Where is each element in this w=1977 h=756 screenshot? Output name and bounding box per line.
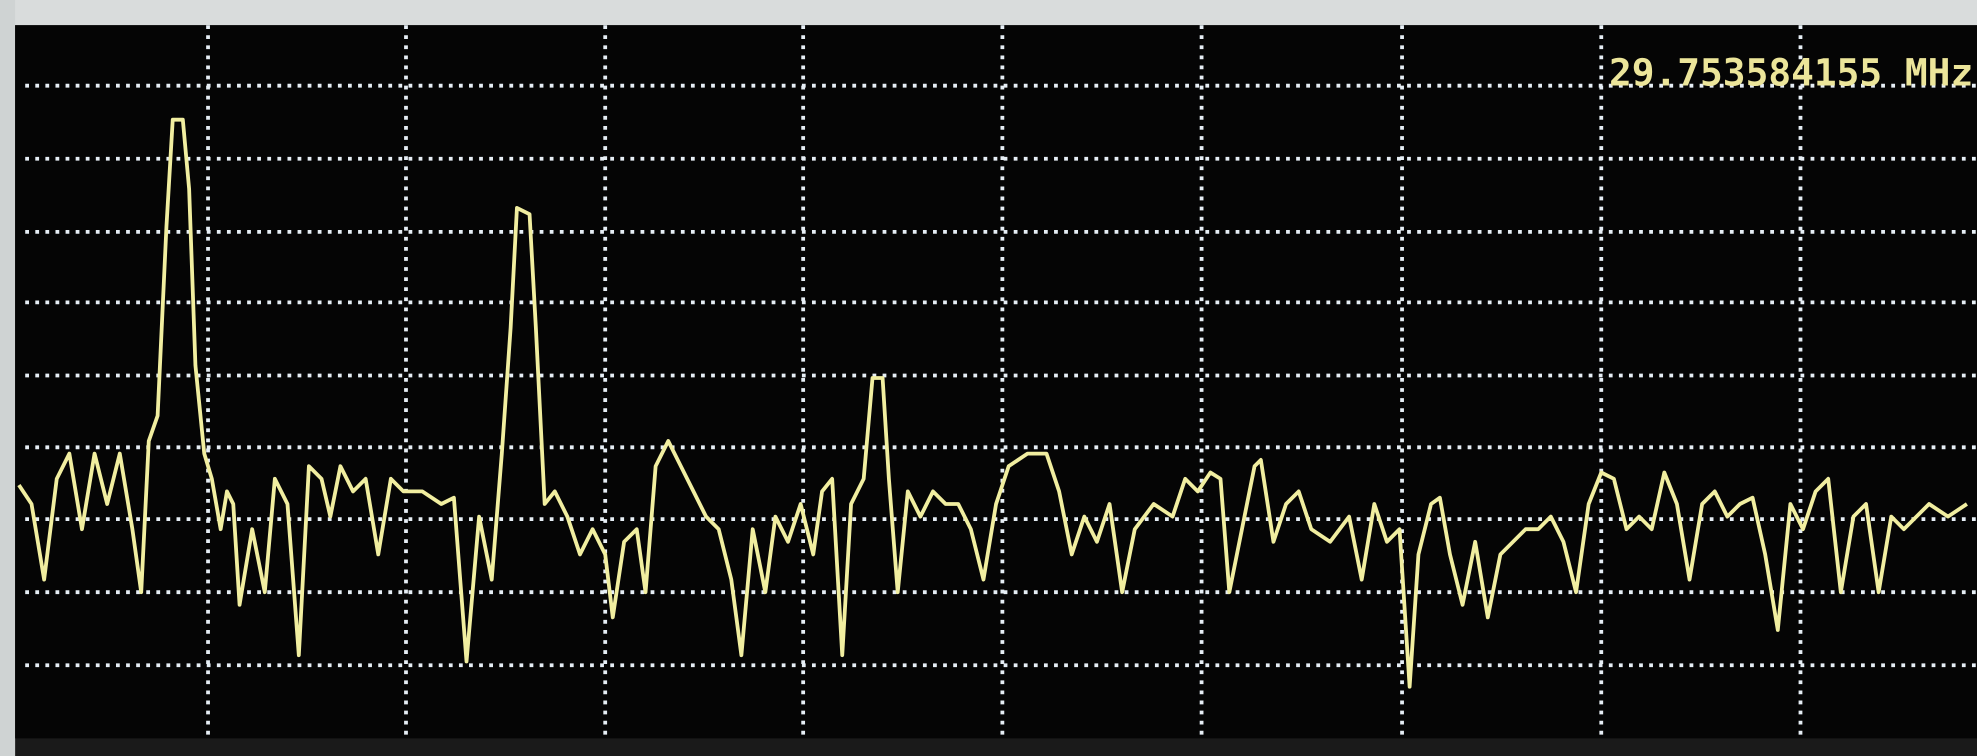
page: 29.753584155 MHz (() => { const data = J… [0,0,1977,756]
left-frame [0,0,15,756]
analyzer-screen: 29.753584155 MHz [0,0,1977,756]
display [15,25,1977,738]
top-frame [0,0,1977,25]
frequency-readout: 29.753584155 MHz [1609,51,1973,95]
